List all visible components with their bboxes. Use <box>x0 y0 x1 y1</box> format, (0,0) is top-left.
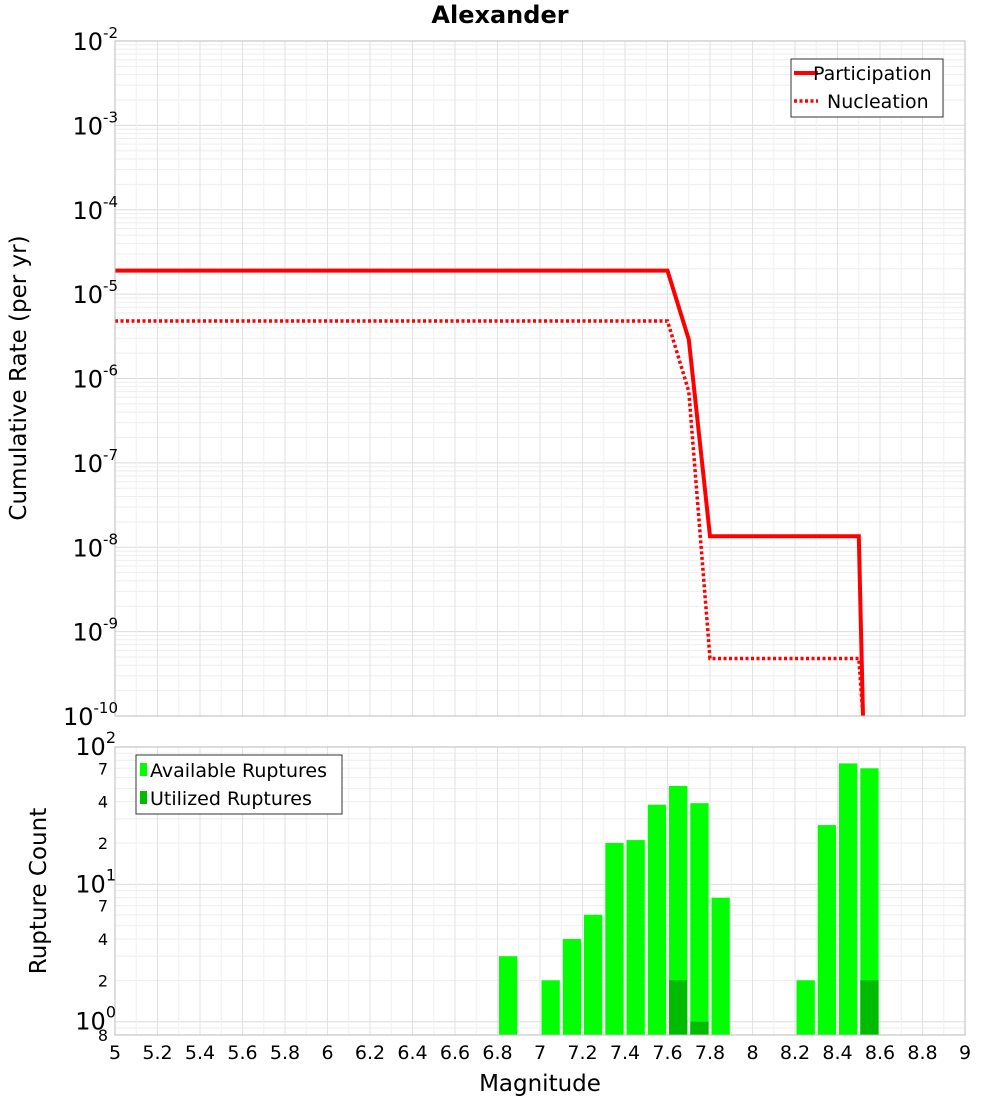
count-bars <box>499 763 879 1035</box>
rate-y-tick-label: 10-9 <box>72 615 118 647</box>
utilized-bar <box>669 980 688 1035</box>
x-tick-label: 5 <box>109 1042 121 1064</box>
count-y-tick-label: 102 <box>75 728 116 761</box>
x-tick-label: 8 <box>746 1042 758 1064</box>
x-tick-label: 7 <box>534 1042 546 1064</box>
rate-y-tick-label: 10-8 <box>72 530 118 562</box>
x-tick-label: 5.2 <box>142 1042 172 1064</box>
series-line-participation <box>115 268 865 717</box>
rate-y-tick-label: 10-10 <box>63 699 118 731</box>
rate-grid <box>115 40 965 717</box>
rate-plot-border <box>114 40 966 717</box>
count-plot-border <box>114 746 966 1036</box>
rate-legend-box <box>790 58 944 118</box>
count-y-tick-label: 7 <box>98 759 108 778</box>
x-tick-label: 6.4 <box>397 1042 427 1064</box>
x-axis-title: Magnitude <box>479 1071 601 1097</box>
available-bar <box>839 763 858 1035</box>
rate-y-tick-label: 10-7 <box>72 446 118 478</box>
count-y-tick-label: 8 <box>98 1026 108 1045</box>
legend-label-nucleation: Nucleation <box>827 91 929 113</box>
x-tick-label: 5.6 <box>227 1042 257 1064</box>
x-tick-label: 8.6 <box>865 1042 895 1064</box>
x-tick-label: 5.8 <box>270 1042 300 1064</box>
count-legend: Available Ruptures Utilized Ruptures <box>135 754 343 815</box>
available-bar <box>584 914 603 1035</box>
legend-swatch-available <box>140 763 147 776</box>
x-tick-label: 5.4 <box>185 1042 215 1064</box>
count-y-tick-label: 2 <box>98 834 108 853</box>
x-tick-label: 7.2 <box>567 1042 597 1064</box>
count-y-tick-label: 2 <box>98 971 108 990</box>
rate-legend: Participation Nucleation <box>790 58 944 118</box>
available-bar <box>796 980 815 1035</box>
rate-y-tick-label: 10-6 <box>72 362 118 394</box>
rate-y-tick-label: 10-3 <box>72 108 118 140</box>
legend-label-utilized: Utilized Ruptures <box>150 788 312 810</box>
count-y-tick-label: 101 <box>75 865 116 898</box>
x-tick-label: 8.4 <box>822 1042 852 1064</box>
utilized-bar <box>690 1021 709 1035</box>
legend-label-available: Available Ruptures <box>150 760 327 782</box>
legend-swatch-utilized <box>140 791 147 804</box>
series-line-nucleation <box>115 319 865 717</box>
count-y-tick-label: 4 <box>98 930 108 949</box>
legend-label-participation: Participation <box>813 63 932 85</box>
available-bar <box>817 825 836 1035</box>
x-tick-label: 7.8 <box>695 1042 725 1064</box>
available-bar <box>499 956 518 1035</box>
x-tick-label: 6 <box>321 1042 333 1064</box>
utilized-bar <box>860 980 879 1035</box>
count-y-axis-title: Rupture Count <box>26 808 52 974</box>
x-tick-label: 9 <box>959 1042 971 1064</box>
available-bar <box>562 939 582 1035</box>
x-tick-label: 7.6 <box>652 1042 682 1064</box>
chart-title: Alexander <box>431 1 568 29</box>
x-tick-label: 6.2 <box>355 1042 385 1064</box>
count-y-tick-label: 4 <box>98 793 108 812</box>
count-y-tick-label: 7 <box>98 897 108 916</box>
count-legend-box <box>135 754 343 815</box>
available-bar <box>605 843 624 1035</box>
available-bar <box>669 786 688 1035</box>
x-tick-label: 6.8 <box>482 1042 512 1064</box>
available-bar <box>860 768 879 1035</box>
rate-y-tick-label: 10-2 <box>72 24 118 56</box>
count-y-tick-label: 100 <box>75 1003 116 1036</box>
available-bar <box>626 840 645 1035</box>
x-tick-label: 8.8 <box>907 1042 937 1064</box>
x-tick-label: 7.4 <box>610 1042 640 1064</box>
rate-y-axis-title: Cumulative Rate (per yr) <box>6 235 32 520</box>
rate-y-tick-label: 10-5 <box>72 277 118 309</box>
rate-panel: 10-2 10-3 10-4 10-5 10-6 10-7 10-8 10-9 10-10 Cum… <box>6 24 966 731</box>
available-bar <box>541 980 560 1035</box>
available-bar <box>647 804 667 1035</box>
available-bar <box>690 803 709 1035</box>
x-tick-label: 6.6 <box>440 1042 470 1064</box>
available-bar <box>711 897 730 1035</box>
x-tick-label: 8.2 <box>780 1042 810 1064</box>
rate-y-tick-label: 10-4 <box>72 193 118 225</box>
